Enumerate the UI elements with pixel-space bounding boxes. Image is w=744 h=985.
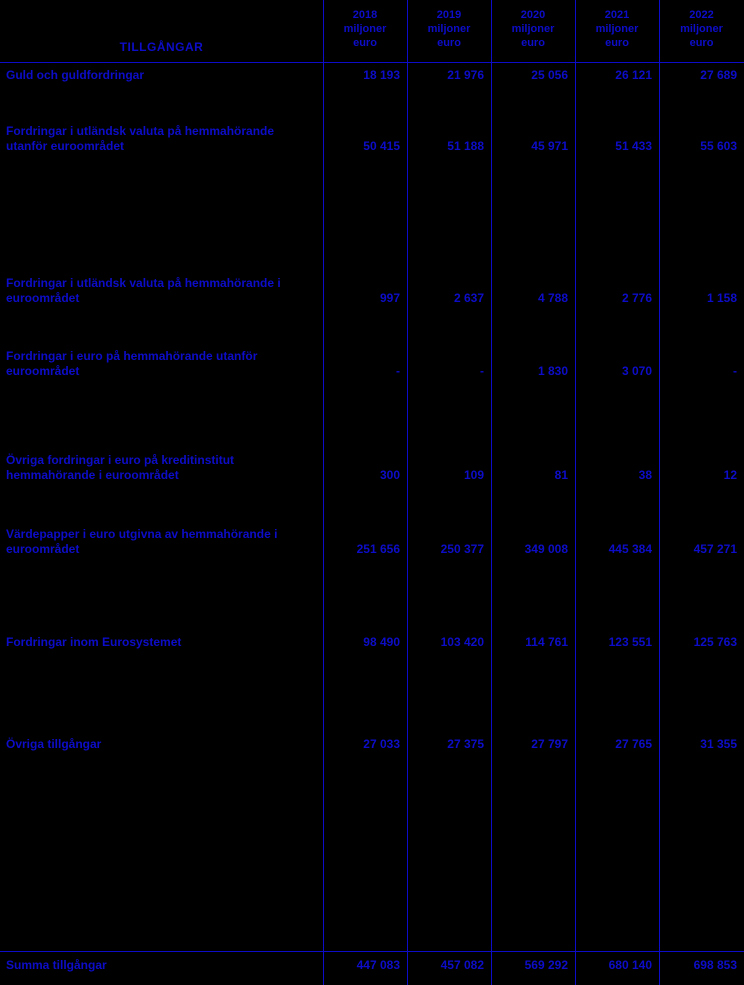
row-label: Guld och guldfordringar <box>6 68 144 82</box>
column-year: 2019 <box>436 9 462 21</box>
cell-value: 27 033 <box>363 737 400 751</box>
column-year: 2021 <box>604 9 630 21</box>
table-row: Fordringar inom Eurosystemet 98 490 103 42… <box>0 635 744 650</box>
cell-value: 31 355 <box>700 737 737 751</box>
cell-value: 457 082 <box>440 958 484 972</box>
cell-value: 997 <box>379 291 400 305</box>
column-unit: miljoner euro <box>511 23 555 49</box>
cell-value: 251 656 <box>356 542 400 556</box>
table-row: Värdepapper i euro utgivna av hemmahöran… <box>0 527 744 557</box>
row-label: Övriga fordringar i euro på kreditinstit… <box>6 453 235 482</box>
row-label: Övriga tillgångar <box>6 737 102 751</box>
cell-value: 21 976 <box>447 68 484 82</box>
cell-value: 27 797 <box>531 737 568 751</box>
column-year: 2018 <box>352 9 378 21</box>
cell-value: 26 121 <box>615 68 652 82</box>
cell-value: 125 763 <box>693 635 737 649</box>
cell-value: 18 193 <box>363 68 400 82</box>
row-label: Fordringar i euro på hemmahörande utanfö… <box>6 349 258 378</box>
table-row-total: Summa tillgångar 447 083 457 082 569 292 680… <box>0 958 744 973</box>
column-year: 2022 <box>689 9 714 21</box>
cell-value: 680 140 <box>608 958 652 972</box>
total-divider-line <box>0 951 744 952</box>
cell-value: 50 415 <box>363 139 400 153</box>
column-divider <box>407 0 408 985</box>
cell-value: 27 765 <box>615 737 652 751</box>
column-unit: miljoner euro <box>595 23 639 49</box>
cell-value: 38 <box>638 468 652 482</box>
cell-value: - <box>396 364 400 378</box>
cell-value: 81 <box>554 468 568 482</box>
column-divider <box>575 0 576 985</box>
column-unit: miljoner euro <box>343 23 387 49</box>
column-header: 2022 miljoner euro <box>659 8 744 50</box>
column-header: 2018 miljoner euro <box>323 8 407 50</box>
cell-value: 51 188 <box>447 139 484 153</box>
column-unit: miljoner euro <box>680 23 723 49</box>
column-year: 2020 <box>520 9 546 21</box>
cell-value: 114 761 <box>525 635 568 649</box>
table-row: Fordringar i utländsk valuta på hemmahör… <box>0 124 744 154</box>
column-header: 2019 miljoner euro <box>407 8 491 50</box>
cell-value: 447 083 <box>356 958 400 972</box>
cell-value: 445 384 <box>608 542 652 556</box>
table-row: Guld och guldfordringar 18 193 21 976 25 05… <box>0 68 744 83</box>
cell-value: 27 375 <box>447 737 484 751</box>
table-row: Fordringar i utländsk valuta på hemmahör… <box>0 276 744 306</box>
cell-value: 4 788 <box>537 291 568 305</box>
column-divider <box>491 0 492 985</box>
cell-value: 123 551 <box>608 635 652 649</box>
cell-value: 1 158 <box>706 291 737 305</box>
cell-value: 3 070 <box>621 364 652 378</box>
cell-value: 300 <box>379 468 400 482</box>
cell-value: 1 830 <box>537 364 568 378</box>
cell-value: 2 776 <box>621 291 652 305</box>
cell-value: - <box>480 364 484 378</box>
column-header: 2021 miljoner euro <box>575 8 659 50</box>
table-row: Fordringar i euro på hemmahörande utanfö… <box>0 349 744 379</box>
table-row: Övriga tillgångar 27 033 27 375 27 797 27 76… <box>0 737 744 752</box>
cell-value: 55 603 <box>700 139 737 153</box>
table-row: Övriga fordringar i euro på kreditinstit… <box>0 453 744 483</box>
cell-value: 109 <box>463 468 484 482</box>
cell-value: 457 271 <box>693 542 737 556</box>
column-divider <box>659 0 660 985</box>
row-label: Fordringar inom Eurosystemet <box>6 635 182 649</box>
cell-value: 569 292 <box>524 958 568 972</box>
cell-value: 45 971 <box>531 139 568 153</box>
row-label: Fordringar i utländsk valuta på hemmahör… <box>6 124 275 153</box>
row-label: Värdepapper i euro utgivna av hemmahöran… <box>6 527 278 556</box>
row-label: Fordringar i utländsk valuta på hemmahör… <box>6 276 281 305</box>
cell-value: 25 056 <box>531 68 568 82</box>
column-header: 2020 miljoner euro <box>491 8 575 50</box>
cell-value: 2 637 <box>453 291 484 305</box>
cell-value: 27 689 <box>700 68 737 82</box>
header-divider-line <box>0 62 744 63</box>
row-label: Summa tillgångar <box>6 958 107 972</box>
cell-value: 51 433 <box>615 139 652 153</box>
cell-value: 98 490 <box>363 635 400 649</box>
cell-value: 12 <box>723 468 737 482</box>
cell-value: - <box>733 364 737 378</box>
cell-value: 349 008 <box>524 542 568 556</box>
cell-value: 250 377 <box>440 542 484 556</box>
cell-value: 103 420 <box>440 635 484 649</box>
page-title: TILLGÅNGAR <box>119 40 204 54</box>
column-divider <box>323 0 324 985</box>
cell-value: 698 853 <box>693 958 737 972</box>
column-unit: miljoner euro <box>427 23 471 49</box>
